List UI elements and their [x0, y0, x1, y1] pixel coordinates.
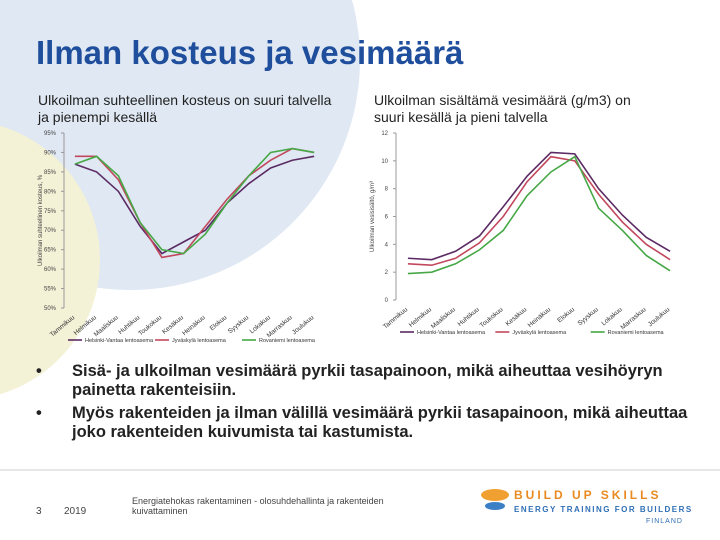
- series-line: [407, 155, 671, 275]
- x-tick-label: Huhtikuu: [457, 306, 481, 328]
- x-tick-label: Elokuu: [556, 306, 576, 324]
- logo-icon: [481, 489, 509, 501]
- x-tick-label: Joulukuu: [647, 306, 672, 328]
- series-line: [74, 147, 315, 255]
- x-tick-label: Syyskuu: [577, 306, 601, 327]
- logo-subtext: ENERGY TRAINING FOR BUILDERS: [514, 505, 693, 514]
- y-tick-label: 75%: [44, 209, 57, 215]
- legend-label: Rovaniemi lentoasema: [608, 330, 665, 336]
- x-tick-label: Maaliskuu: [93, 314, 120, 338]
- footer-year: 2019: [64, 506, 87, 517]
- y-tick-label: 2: [385, 270, 389, 276]
- x-tick-label: Heinäkuu: [527, 306, 553, 329]
- y-axis-label: Ulkoilman vesisisältö, g/m³: [370, 181, 376, 252]
- chart-title: Ulkoilman suhteellinen kosteus on suuri …: [38, 92, 332, 125]
- y-tick-label: 80%: [44, 189, 57, 195]
- bullet: • Sisä- ja ulkoilman vesimäärä pyrkii tas…: [36, 362, 696, 400]
- series-line: [407, 151, 671, 261]
- y-tick-label: 0: [385, 298, 389, 304]
- x-tick-label: Syyskuu: [227, 314, 251, 335]
- legend-label: Jyväskylä lentoasema: [172, 338, 227, 344]
- footer-text: Energiatehokas rakentaminen - olosuhdeha…: [132, 496, 384, 516]
- logo-icon: [485, 502, 505, 510]
- chart-title: Ulkoilman sisältämä vesimäärä (g/m3) on …: [374, 92, 631, 125]
- y-tick-label: 12: [381, 131, 388, 137]
- x-tick-label: Joulukuu: [291, 314, 316, 336]
- legend-label: Helsinki-Vantaa lentoasema: [417, 330, 486, 336]
- page-number: 3: [36, 506, 42, 517]
- y-tick-label: 70%: [44, 228, 57, 234]
- y-tick-label: 85%: [44, 170, 57, 176]
- x-tick-label: Maaliskuu: [430, 306, 457, 330]
- series-line: [407, 155, 671, 267]
- x-tick-label: Heinäkuu: [181, 314, 207, 337]
- x-tick-label: Toukokuu: [479, 306, 505, 329]
- x-tick-label: Marraskuu: [620, 306, 648, 331]
- y-tick-label: 4: [385, 242, 389, 248]
- logo-country: FINLAND: [646, 518, 683, 525]
- y-tick-label: 90%: [44, 150, 57, 156]
- legend-label: Helsinki-Vantaa lentoasema: [85, 338, 154, 344]
- legend-label: Jyväskylä lentoasema: [512, 330, 567, 336]
- x-tick-label: Elokuu: [209, 314, 229, 332]
- y-axis-label: Ulkoilman suhteellinen kosteus, %: [38, 174, 44, 266]
- x-tick-label: Kesäkuu: [504, 306, 528, 328]
- bullet-text: Myös rakenteiden ja ilman välillä vesimä…: [72, 404, 688, 441]
- y-tick-label: 50%: [44, 306, 57, 312]
- series-line: [74, 147, 315, 259]
- y-tick-label: 6: [385, 215, 389, 221]
- legend-label: Rovaniemi lentoasema: [259, 338, 316, 344]
- y-tick-label: 55%: [44, 287, 57, 293]
- y-tick-label: 60%: [44, 267, 57, 273]
- logo-text: BUILD UP SKILLS: [514, 488, 662, 502]
- x-tick-label: Tammikuu: [382, 306, 409, 331]
- bullet-list: • Sisä- ja ulkoilman vesimäärä pyrkii tas…: [36, 362, 696, 446]
- bullet-text: Sisä- ja ulkoilman vesimäärä pyrkii tasa…: [72, 362, 663, 399]
- slide-title: Ilman kosteus ja vesimäärä: [36, 34, 464, 71]
- y-tick-label: 8: [385, 187, 389, 193]
- bullet: • Myös rakenteiden ja ilman välillä vesim…: [36, 404, 696, 442]
- y-tick-label: 95%: [44, 131, 57, 137]
- y-tick-label: 65%: [44, 248, 57, 254]
- series-line: [74, 155, 315, 255]
- bg-circle: [0, 125, 100, 395]
- x-tick-label: Toukokuu: [137, 314, 163, 337]
- y-tick-label: 10: [381, 159, 388, 165]
